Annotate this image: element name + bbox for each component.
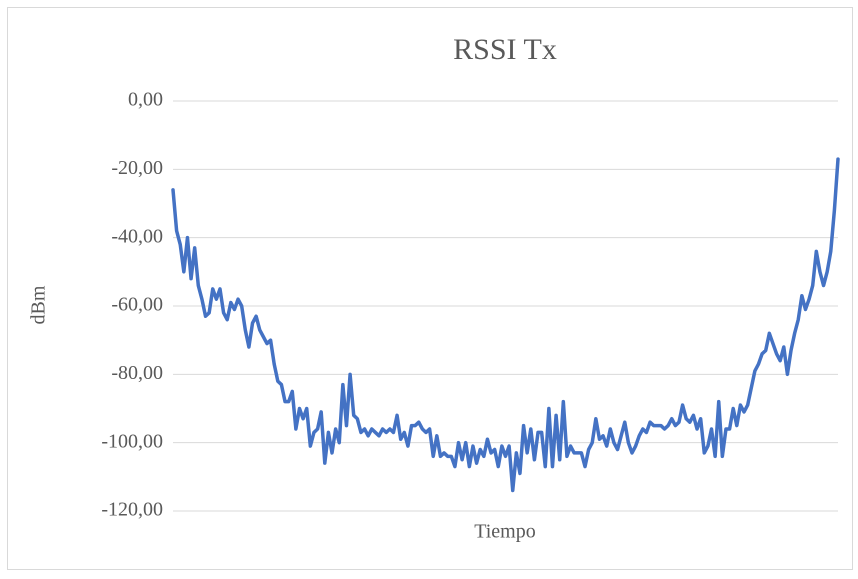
data-line	[171, 157, 840, 493]
x-axis-label: Tiempo	[474, 521, 536, 543]
y-tick-label: -40,00	[111, 225, 163, 247]
y-tick-label: -100,00	[101, 430, 163, 452]
y-tick-label: -60,00	[111, 294, 163, 316]
y-axis-label: dBm	[28, 285, 50, 324]
y-tick-label: -80,00	[111, 362, 163, 384]
y-tick-label: 0,00	[128, 89, 163, 111]
y-tick-label: -120,00	[101, 499, 163, 521]
y-tick-label: -20,00	[111, 157, 163, 179]
chart-title: RSSI Tx	[453, 33, 557, 66]
